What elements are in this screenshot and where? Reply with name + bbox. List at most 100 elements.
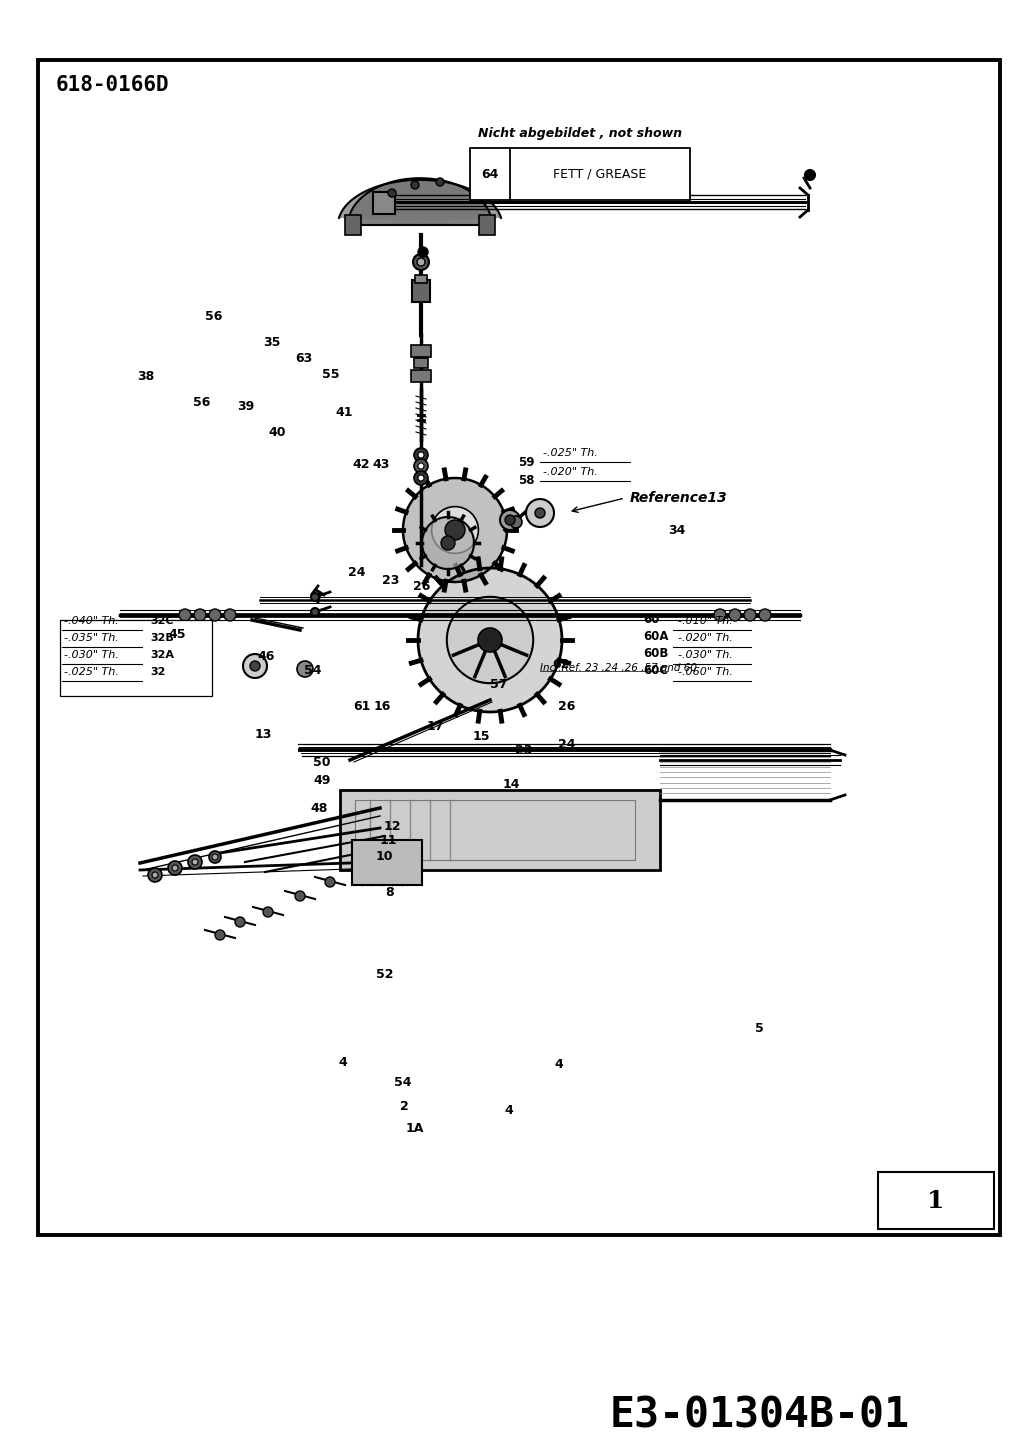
Text: -.040" Th.: -.040" Th. [64,616,119,627]
Circle shape [535,508,545,518]
Text: 15: 15 [473,731,490,744]
Circle shape [441,535,455,550]
Polygon shape [338,179,501,224]
Text: E3-01304B-01: E3-01304B-01 [610,1393,910,1435]
Text: 60A: 60A [643,629,669,642]
Circle shape [414,459,428,473]
Circle shape [152,873,158,878]
Circle shape [325,877,335,887]
Text: 24: 24 [348,566,365,579]
Text: -.010" Th.: -.010" Th. [678,616,733,627]
Circle shape [418,247,428,258]
Bar [340,790,660,870]
Text: 62: 62 [552,658,570,671]
Text: 1: 1 [928,1188,944,1213]
Text: -.030" Th.: -.030" Th. [678,650,733,660]
Text: 46: 46 [257,650,275,663]
Text: 54: 54 [304,664,322,677]
Bar [415,275,427,284]
Circle shape [263,907,273,917]
Text: -.020" Th.: -.020" Th. [678,632,733,642]
Circle shape [148,868,162,883]
Circle shape [311,608,319,616]
Bar [411,344,431,357]
Text: -.030" Th.: -.030" Th. [64,650,119,660]
Circle shape [414,472,428,485]
Circle shape [478,628,502,653]
Circle shape [447,596,534,683]
Text: -.025" Th.: -.025" Th. [543,449,598,459]
Text: 50: 50 [313,757,330,770]
Circle shape [505,515,515,525]
Circle shape [192,860,198,865]
Text: 32: 32 [150,667,165,677]
Text: 618-0166D: 618-0166D [56,75,169,96]
Circle shape [418,475,424,480]
Circle shape [188,855,202,870]
Text: 48: 48 [310,802,327,815]
Bar [479,216,495,234]
Text: -.025" Th.: -.025" Th. [64,667,119,677]
Text: 59: 59 [518,456,535,469]
Circle shape [411,181,419,190]
Text: 23: 23 [382,573,399,586]
Polygon shape [422,517,474,569]
Circle shape [538,169,548,179]
Circle shape [150,650,166,666]
Circle shape [388,190,396,197]
Bar [470,148,690,200]
Text: FETT / GREASE: FETT / GREASE [553,168,647,181]
Text: 56: 56 [193,395,211,408]
Bar [345,216,361,234]
Text: 61: 61 [353,699,370,712]
Text: 35: 35 [263,337,281,350]
Text: 60B: 60B [643,647,669,660]
Text: 40: 40 [268,427,286,440]
Circle shape [417,258,425,266]
Circle shape [224,609,236,621]
Text: -.020" Th.: -.020" Th. [543,467,598,478]
Text: 63: 63 [295,352,313,365]
Text: 16: 16 [374,699,391,712]
Text: 64: 64 [481,168,498,181]
Circle shape [215,930,225,941]
Circle shape [209,851,221,862]
Bar [60,619,212,696]
Text: 58: 58 [518,475,535,488]
Circle shape [250,661,260,671]
Text: 5: 5 [755,1022,764,1035]
Text: 23: 23 [515,744,533,757]
Bar [878,1172,994,1229]
Circle shape [209,609,221,621]
Text: 2: 2 [400,1100,409,1113]
Text: 14: 14 [503,777,520,790]
Circle shape [499,509,520,530]
Text: 4: 4 [554,1059,562,1071]
Text: 10: 10 [376,849,393,862]
Circle shape [295,891,305,901]
Text: -.035" Th.: -.035" Th. [64,632,119,642]
Text: 32B: 32B [150,632,173,642]
Text: 8: 8 [385,886,393,899]
Circle shape [212,854,218,860]
Text: 24: 24 [558,738,576,751]
Circle shape [805,169,815,179]
Bar [414,357,428,368]
Circle shape [126,625,190,689]
Text: 26: 26 [558,700,576,713]
Text: 60C: 60C [643,664,668,677]
Circle shape [445,519,465,540]
Text: 12: 12 [384,819,401,832]
Text: 32A: 32A [150,650,174,660]
Text: 38: 38 [137,369,154,382]
Circle shape [168,861,182,875]
Bar [355,800,635,860]
Bar [373,192,395,214]
Text: 4: 4 [504,1104,513,1117]
Text: Incl.Ref. 23 ,24 ,26 ,57 and 60: Incl.Ref. 23 ,24 ,26 ,57 and 60 [540,663,697,673]
Circle shape [179,609,191,621]
Text: 13: 13 [255,728,272,741]
Bar [411,370,431,382]
Circle shape [418,451,424,459]
Text: 4: 4 [338,1056,347,1069]
